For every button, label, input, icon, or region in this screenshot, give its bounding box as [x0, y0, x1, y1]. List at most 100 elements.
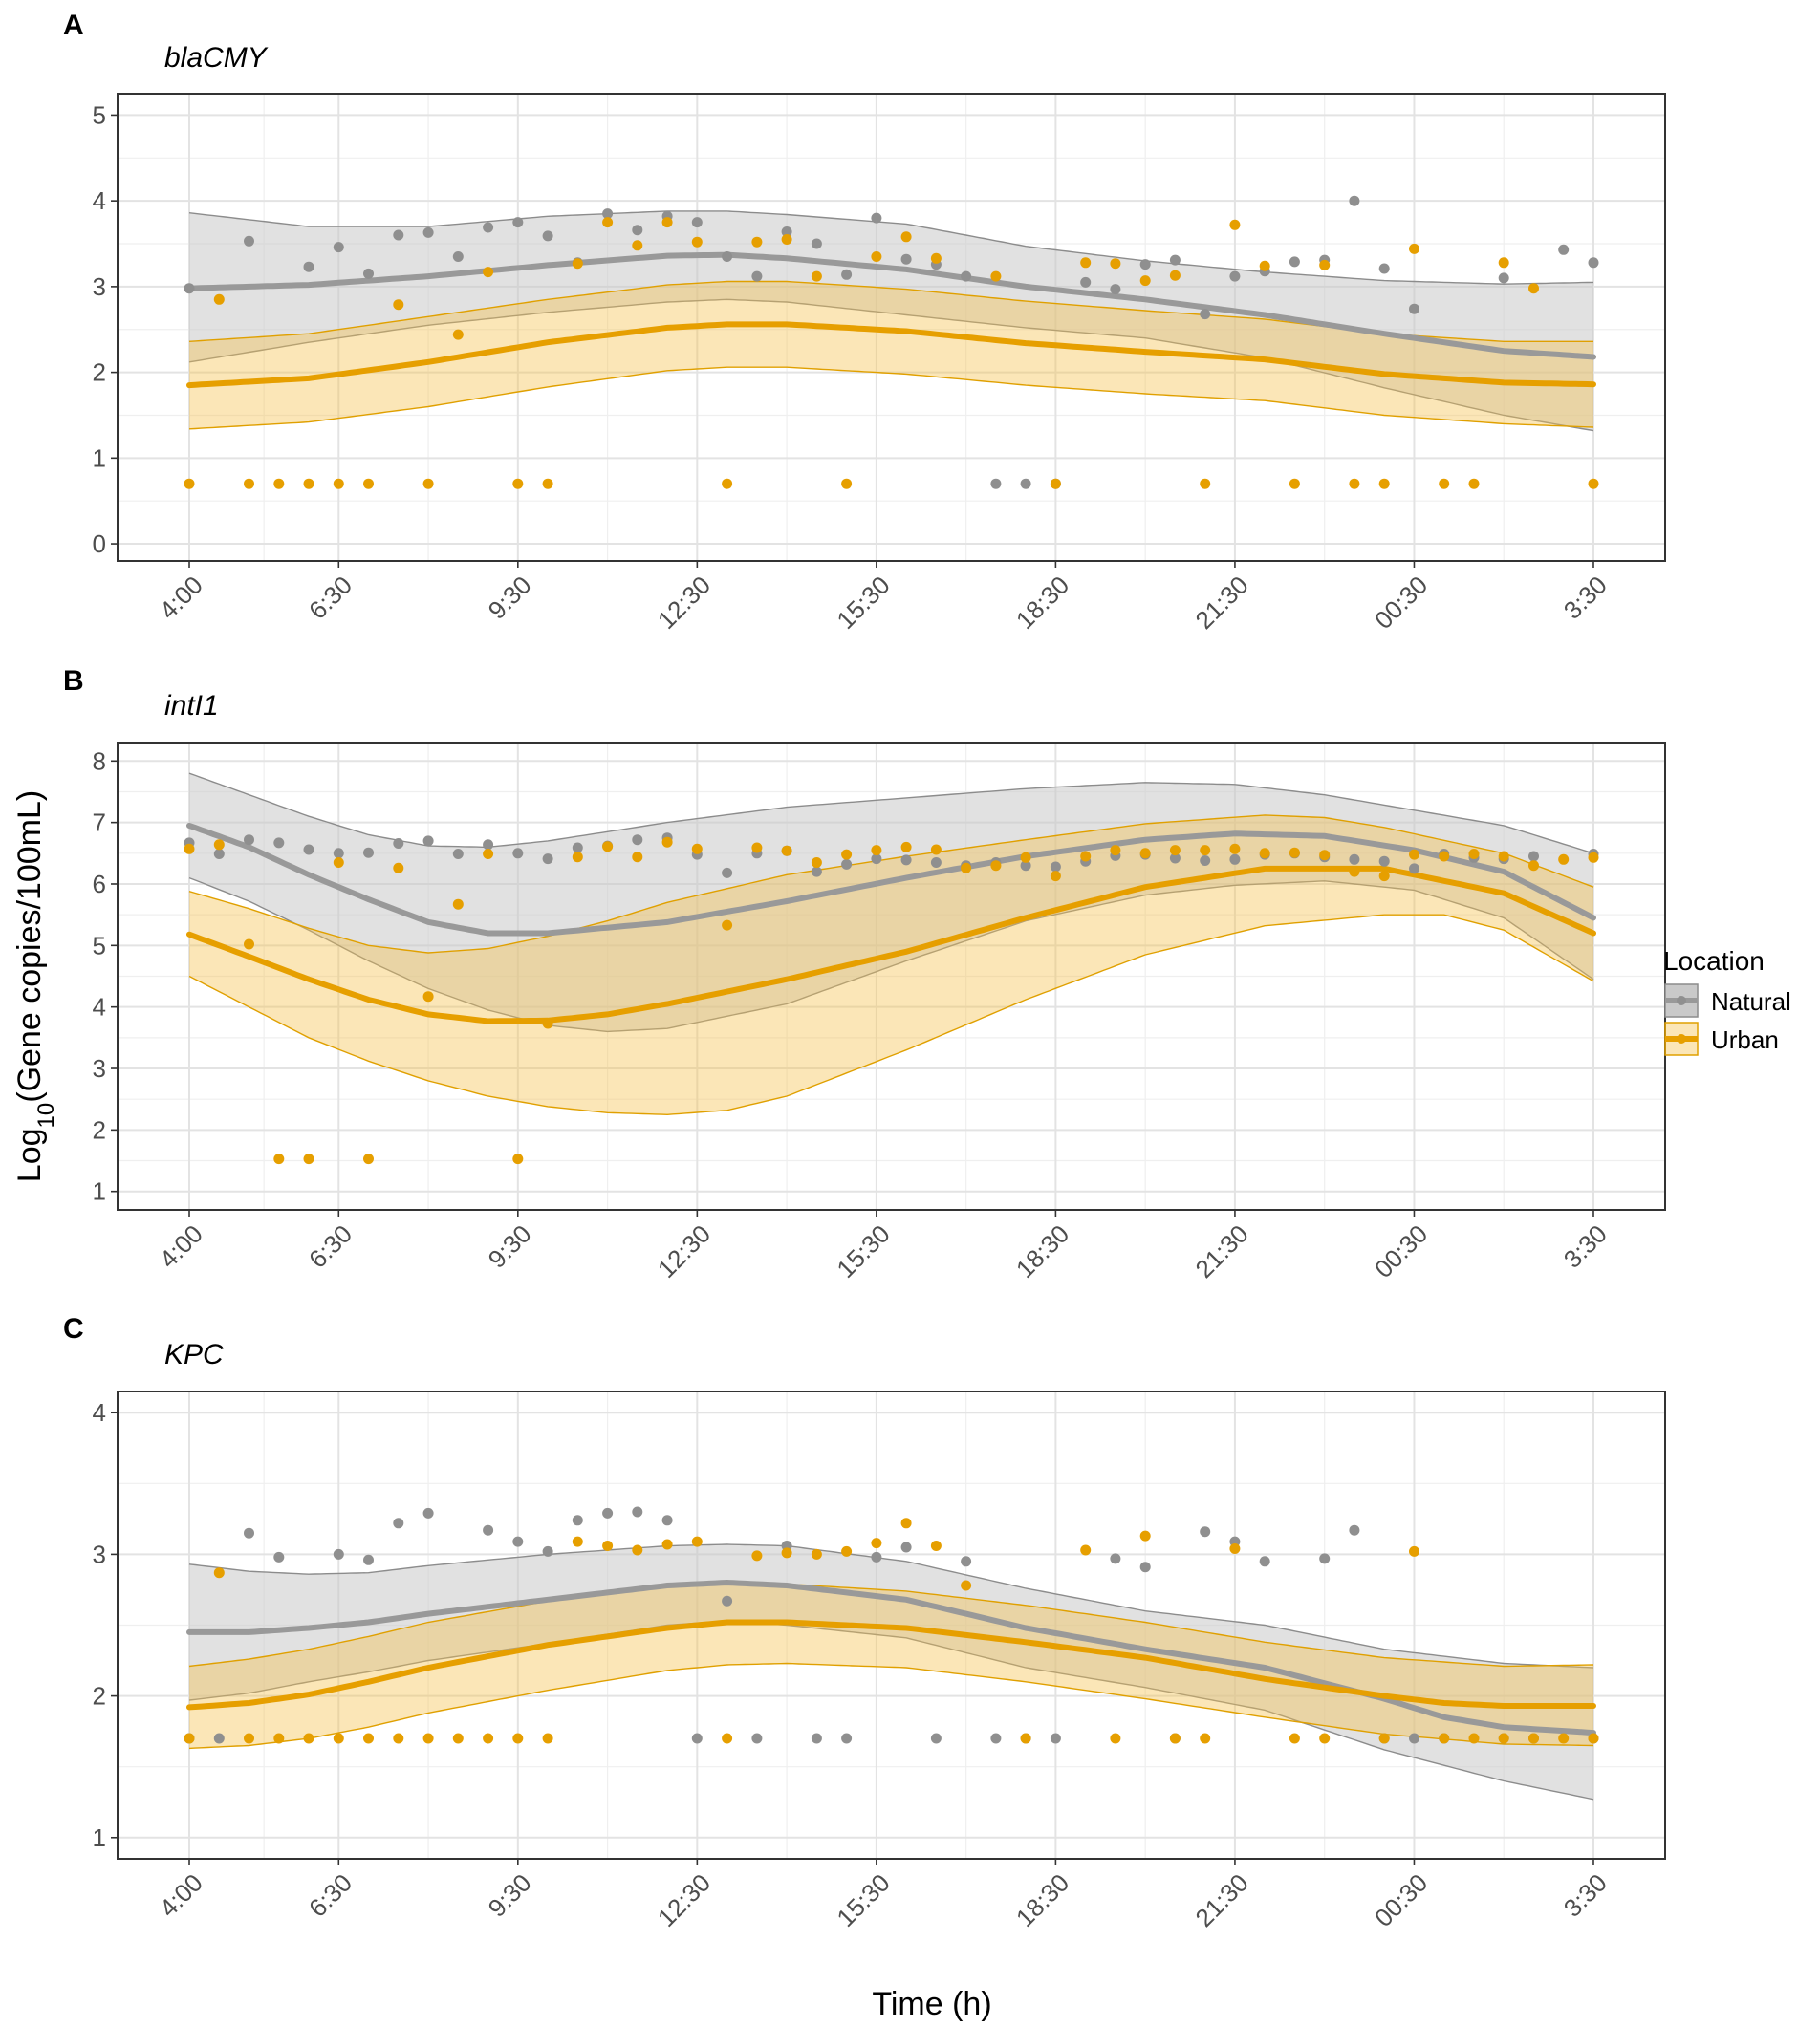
y-tick-label: 1: [93, 1823, 106, 1852]
data-point-urban: [542, 1733, 553, 1744]
x-tick-label: 00:30: [1369, 1868, 1433, 1932]
data-point-natural: [213, 1733, 225, 1744]
data-point-natural: [900, 854, 912, 866]
data-point-urban: [393, 1733, 404, 1744]
x-tick-label: 21:30: [1189, 1219, 1253, 1283]
data-point-urban: [1409, 849, 1419, 860]
data-point-urban: [990, 270, 1002, 282]
data-point-natural: [811, 238, 822, 249]
data-point-urban: [632, 1544, 643, 1556]
legend-label-urban: Urban: [1711, 1025, 1779, 1054]
panel-title: KPC: [164, 1339, 224, 1370]
data-point-urban: [722, 919, 733, 931]
data-point-urban: [602, 1541, 614, 1551]
data-point-natural: [273, 1551, 285, 1563]
plot-layer: [184, 1506, 1599, 1801]
data-point-urban: [1468, 849, 1480, 859]
data-point-urban: [1498, 257, 1509, 269]
data-point-natural: [512, 217, 524, 228]
ci-band-natural: [189, 1544, 1593, 1800]
data-point-urban: [363, 1154, 374, 1165]
y-axis-title-base: Log: [11, 1128, 48, 1182]
data-point-natural: [1080, 276, 1092, 288]
x-tick-label: 12:30: [652, 1868, 716, 1932]
data-point-urban: [1498, 851, 1509, 862]
data-point-urban: [1319, 259, 1331, 270]
x-tick-label: 3:30: [1558, 1868, 1613, 1923]
data-point-natural: [244, 834, 254, 846]
fit-line-natural: [186, 251, 1596, 360]
data-point-natural: [841, 269, 853, 280]
data-point-natural: [483, 222, 494, 233]
data-point-urban: [1528, 1733, 1539, 1744]
ci-upper-urban: [188, 1582, 1594, 1668]
data-point-urban: [452, 898, 464, 910]
data-point-urban: [1229, 219, 1241, 230]
y-tick-label: 6: [93, 870, 106, 898]
data-point-urban: [1289, 1733, 1300, 1744]
ci-band-urban: [189, 814, 1593, 1115]
data-point-urban: [1349, 478, 1360, 489]
data-point-urban: [1289, 478, 1300, 489]
data-point-natural: [213, 849, 225, 859]
data-point-natural: [1169, 254, 1181, 266]
data-point-natural: [871, 212, 882, 224]
data-point-natural: [722, 251, 733, 262]
data-point-urban: [602, 841, 614, 852]
x-tick-label: 15:30: [831, 1868, 895, 1932]
data-point-urban: [1558, 1733, 1570, 1744]
data-point-urban: [811, 857, 822, 868]
data-point-urban: [1439, 478, 1450, 489]
ci-upper-natural: [188, 210, 1594, 285]
data-point-urban: [871, 1538, 882, 1549]
data-point-urban: [751, 842, 763, 853]
data-point-urban: [811, 270, 822, 282]
data-point-urban: [542, 1018, 553, 1029]
data-point-natural: [722, 867, 733, 878]
y-tick-label: 4: [93, 186, 106, 215]
ci-lower-natural: [188, 1620, 1594, 1801]
data-point-urban: [213, 293, 225, 305]
data-point-natural: [303, 844, 314, 855]
ci-lower-natural: [188, 876, 1594, 1033]
data-point-urban: [1289, 847, 1300, 858]
data-point-natural: [333, 242, 344, 253]
y-tick-label: 4: [93, 1398, 106, 1427]
y-tick-label: 2: [93, 1682, 106, 1711]
data-point-urban: [1378, 871, 1390, 882]
x-tick-label: 00:30: [1369, 1219, 1433, 1283]
x-tick-label: 9:30: [483, 571, 537, 625]
x-tick-label: 00:30: [1369, 571, 1433, 635]
x-tick-label: 12:30: [652, 571, 716, 635]
data-point-urban: [841, 478, 853, 489]
data-point-natural: [961, 1556, 972, 1567]
x-tick-label: 6:30: [303, 1868, 358, 1923]
x-tick-label: 3:30: [1558, 1219, 1613, 1274]
fit-line-urban: [186, 1619, 1596, 1711]
data-point-urban: [632, 240, 643, 251]
data-point-urban: [244, 478, 254, 489]
data-point-natural: [512, 1536, 524, 1547]
data-point-urban: [512, 1154, 524, 1165]
fit-line-urban: [186, 321, 1596, 389]
data-point-natural: [244, 1527, 254, 1539]
data-point-urban: [512, 1733, 524, 1744]
data-point-natural: [961, 270, 972, 282]
data-point-natural: [1409, 863, 1419, 874]
data-point-urban: [1229, 1543, 1241, 1554]
data-point-natural: [1050, 861, 1061, 873]
data-point-urban: [1020, 1733, 1031, 1744]
legend-item-urban: Urban: [1664, 1022, 1779, 1056]
x-tick-label: 12:30: [652, 1219, 716, 1283]
data-point-natural: [1349, 1524, 1360, 1536]
data-point-urban: [1050, 871, 1061, 882]
y-tick-label: 1: [93, 443, 106, 472]
x-tick-label: 15:30: [831, 1219, 895, 1283]
ci-lower-urban: [188, 1662, 1594, 1750]
panel-letter: B: [63, 665, 84, 697]
data-point-natural: [422, 226, 434, 238]
data-point-urban: [722, 1733, 733, 1744]
data-point-natural: [393, 1518, 404, 1529]
data-point-urban: [244, 938, 254, 950]
data-point-natural: [1558, 244, 1570, 255]
